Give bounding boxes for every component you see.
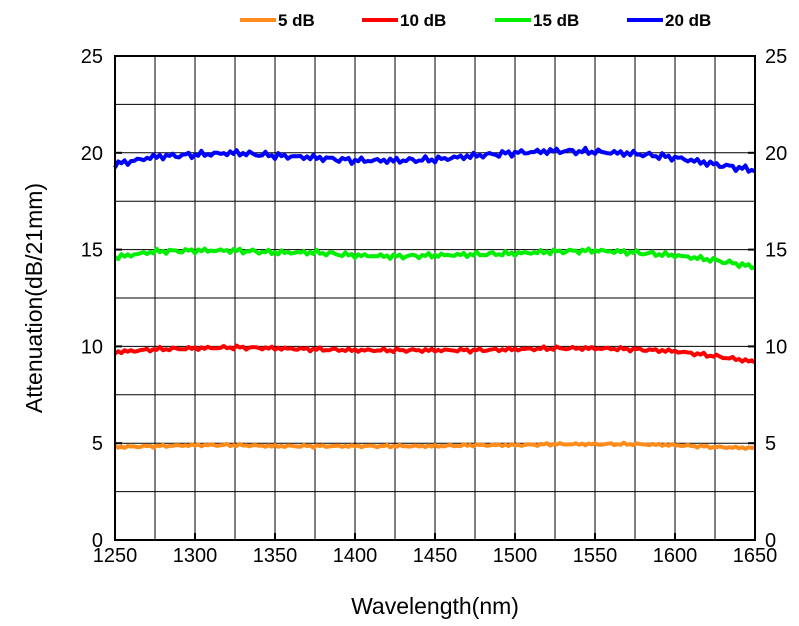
y-tick-label-left: 0	[92, 530, 103, 552]
y-tick-label-left: 15	[81, 240, 103, 262]
legend: 5 dB 10 dB 15 dB 20 dB	[240, 11, 711, 30]
series-line-15-db	[113, 246, 756, 271]
series-line-5-db	[114, 440, 756, 451]
y-tick-label-left: 10	[81, 336, 103, 358]
x-axis-title: Wavelength(nm)	[351, 593, 519, 619]
series-line-10-db	[113, 343, 757, 365]
y-axis-title: Attenuation(dB/21mm)	[21, 183, 47, 413]
x-tick-label: 1650	[733, 545, 778, 567]
x-tick-label: 1400	[333, 545, 378, 567]
legend-label: 5 dB	[278, 11, 315, 30]
y-tick-label-right: 5	[765, 433, 776, 455]
x-tick-label: 1250	[93, 545, 138, 567]
series-line-20-db	[113, 145, 756, 174]
y-tick-label-right: 0	[765, 530, 776, 552]
x-tick-label: 1450	[413, 545, 458, 567]
x-tick-label: 1300	[173, 545, 218, 567]
axis-ticks	[114, 55, 756, 541]
x-tick-label: 1500	[493, 545, 538, 567]
x-tick-label: 1600	[653, 545, 698, 567]
grid-lines	[115, 56, 755, 540]
y-tick-label-right: 20	[765, 143, 787, 165]
x-tick-label: 1350	[253, 545, 298, 567]
x-tick-label: 1550	[573, 545, 618, 567]
y-tick-label-left: 25	[81, 46, 103, 68]
legend-label: 10 dB	[400, 11, 446, 30]
legend-label: 20 dB	[665, 11, 711, 30]
y-tick-label-left: 5	[92, 433, 103, 455]
y-tick-label-right: 10	[765, 336, 787, 358]
legend-label: 15 dB	[533, 11, 579, 30]
y-tick-label-right: 15	[765, 240, 787, 262]
y-tick-label-right: 25	[765, 46, 787, 68]
y-tick-label-left: 20	[81, 143, 103, 165]
plot-series	[113, 145, 757, 451]
